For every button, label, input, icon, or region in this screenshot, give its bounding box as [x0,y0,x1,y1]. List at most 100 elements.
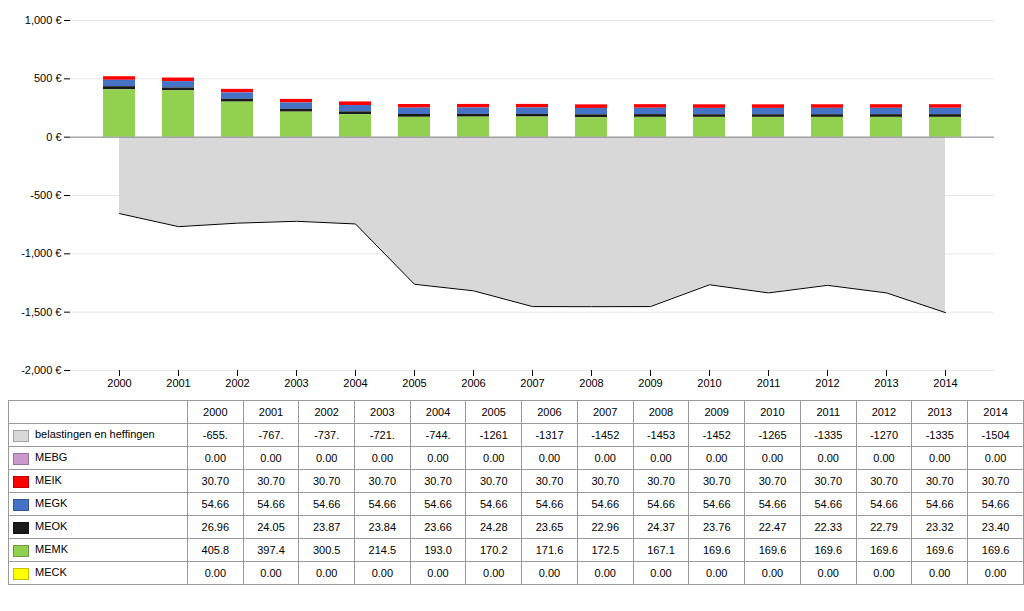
html-text:0.00: 0.00 [594,452,616,464]
svg-text:2014: 2014 [933,377,957,389]
svg-text:2008: 2008 [579,377,603,389]
html-text:0.00: 0.00 [706,452,728,464]
html-text:-721.: -721. [369,429,395,441]
html-text:30.70: 30.70 [647,475,675,487]
html-text:30.70: 30.70 [424,475,452,487]
html-text:2005: 2005 [481,406,506,418]
html-text:-1335: -1335 [814,429,843,441]
html-text:30.70: 30.70 [758,475,787,487]
html-text:2003: 2003 [370,406,395,418]
html-text:30.70: 30.70 [368,475,397,487]
html-text:-1504: -1504 [981,429,1010,441]
html-text:-1317: -1317 [535,429,564,441]
html-text:-1265: -1265 [758,429,787,441]
html-text:0.00: 0.00 [427,452,449,464]
html-text:30.70: 30.70 [870,475,898,487]
svg-text:-1,500 €: -1,500 € [21,306,61,318]
html-text:54.66: 54.66 [703,498,731,510]
html-text:0.00: 0.00 [316,452,338,464]
html-text:0.00: 0.00 [371,452,394,464]
html-text:2009: 2009 [704,406,729,418]
html-text:0.00: 0.00 [817,452,839,464]
svg-text:2004: 2004 [343,377,367,389]
html-text:-744.: -744. [425,429,451,441]
html-text:0.00: 0.00 [929,452,951,464]
html-text:MEMK: MEMK [35,543,68,556]
html-text:-1452: -1452 [702,429,731,441]
html-text:30.70: 30.70 [926,475,954,487]
html-text:54.66: 54.66 [424,498,452,510]
html-text:54.66: 54.66 [312,498,341,510]
html-text:2008: 2008 [648,406,674,418]
html-text:30.70: 30.70 [201,475,230,487]
html-text:2001: 2001 [258,406,284,418]
svg-text:2011: 2011 [757,377,781,389]
html-text:54.66: 54.66 [201,498,230,510]
html-text:0.00: 0.00 [483,452,505,464]
svg-text:2010: 2010 [697,377,721,389]
svg-text:2002: 2002 [225,377,249,389]
svg-text:2003: 2003 [284,377,308,389]
html-text:-767.: -767. [258,429,284,441]
html-text:2010: 2010 [760,406,785,418]
html-text:MEIK: MEIK [35,474,62,487]
html-text:MEGK: MEGK [35,497,68,510]
svg-text:0 €: 0 € [46,131,61,143]
svg-text:2007: 2007 [520,377,544,389]
html-text:2012: 2012 [871,406,897,418]
svg-text:2012: 2012 [815,377,839,389]
html-text:0.00: 0.00 [538,452,561,464]
html-text:54.66: 54.66 [591,498,619,510]
html-text:30.70: 30.70 [257,475,285,487]
html-text:30.70: 30.70 [981,475,1010,487]
svg-text:2013: 2013 [874,377,898,389]
html-text:54.66: 54.66 [647,498,675,510]
html-text:30.70: 30.70 [814,475,842,487]
html-text:54.66: 54.66 [535,498,564,510]
html-text:MECK: MECK [35,566,67,579]
html-text:-1453: -1453 [646,429,675,441]
html-text:2000: 2000 [203,406,228,418]
html-text:54.66: 54.66 [480,498,508,510]
html-text:30.70: 30.70 [591,475,619,487]
html-text:54.66: 54.66 [368,498,397,510]
html-text:54.66: 54.66 [758,498,787,510]
html-text:2004: 2004 [425,406,451,418]
html-text:-1270: -1270 [869,429,898,441]
html-text:0.00: 0.00 [873,452,895,464]
html-text:MEBG: MEBG [35,451,68,464]
svg-text:2000: 2000 [107,377,131,389]
html-text:30.70: 30.70 [480,475,508,487]
html-text:30.70: 30.70 [535,475,564,487]
html-text:-1452: -1452 [591,429,620,441]
html-text:0.00: 0.00 [260,452,282,464]
svg-text:2006: 2006 [461,377,485,389]
html-text:belastingen en heffingen: belastingen en heffingen [35,428,155,441]
svg-text:1,000 €: 1,000 € [25,14,62,26]
html-text:-655.: -655. [202,429,228,441]
html-text:2007: 2007 [593,406,618,418]
html-text:2014: 2014 [983,406,1008,418]
html-text:-1335: -1335 [925,429,954,441]
svg-text:2001: 2001 [166,377,190,389]
html-text:54.66: 54.66 [257,498,285,510]
svg-text:-2,000 €: -2,000 € [21,364,61,376]
html-text:30.70: 30.70 [312,475,341,487]
html-text:2006: 2006 [537,406,562,418]
html-text:0.00: 0.00 [204,452,226,464]
html-text:2013: 2013 [927,406,952,418]
html-text:30.70: 30.70 [703,475,731,487]
html-text:0.00: 0.00 [650,452,672,464]
html-text:2011: 2011 [816,406,841,418]
svg-text:-1,000 €: -1,000 € [21,247,61,259]
html-text:0.00: 0.00 [984,452,1007,464]
html-text:2002: 2002 [314,406,339,418]
html-text:-737.: -737. [314,429,340,441]
svg-text:2009: 2009 [638,377,662,389]
svg-text:2005: 2005 [402,377,426,389]
html-text:MEOK: MEOK [35,520,68,533]
html-text:-1261: -1261 [479,429,508,441]
html-text:0.00: 0.00 [761,452,784,464]
svg-text:500 €: 500 € [34,72,62,84]
svg-text:-500 €: -500 € [30,189,61,201]
